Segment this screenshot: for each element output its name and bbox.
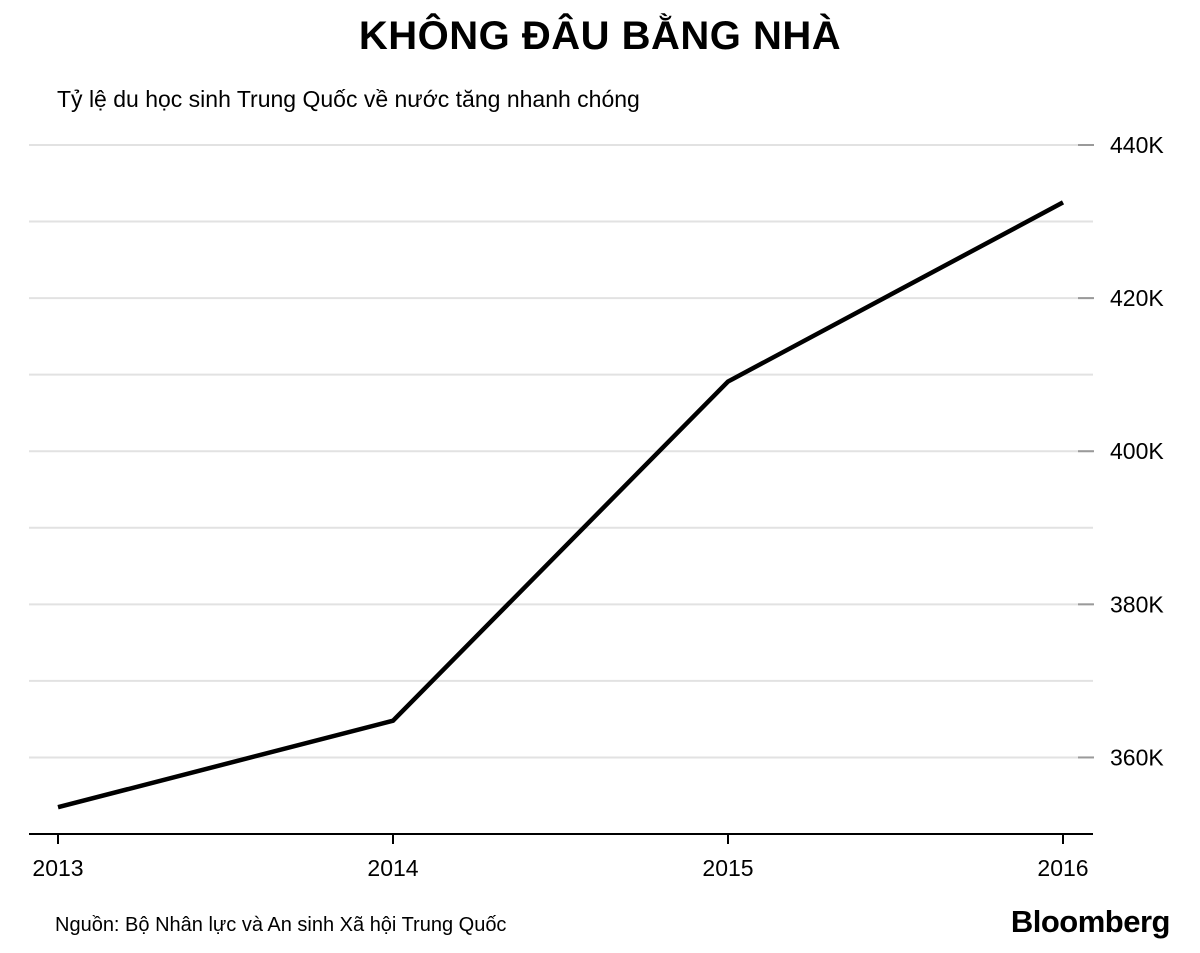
chart-title: KHÔNG ĐÂU BẰNG NHÀ	[358, 14, 842, 58]
bloomberg-logo: Bloomberg	[1010, 904, 1171, 939]
y-tick-label: 400K	[1110, 438, 1164, 464]
x-tick-label: 2015	[702, 855, 753, 881]
y-tick-label: 380K	[1110, 591, 1164, 617]
x-tick-label: 2013	[32, 855, 83, 881]
x-tick-label: 2016	[1037, 855, 1088, 881]
y-tick-label: 360K	[1110, 744, 1164, 770]
data-line	[57, 200, 1065, 810]
y-tick-label: 420K	[1110, 285, 1164, 311]
source-note: Nguồn: Bộ Nhân lực và An sinh Xã hội Tru…	[55, 914, 507, 936]
chart-subtitle: Tỷ lệ du học sinh Trung Quốc về nước tăn…	[57, 86, 640, 112]
y-tick-label: 440K	[1110, 132, 1164, 158]
x-tick-label: 2014	[367, 855, 418, 881]
